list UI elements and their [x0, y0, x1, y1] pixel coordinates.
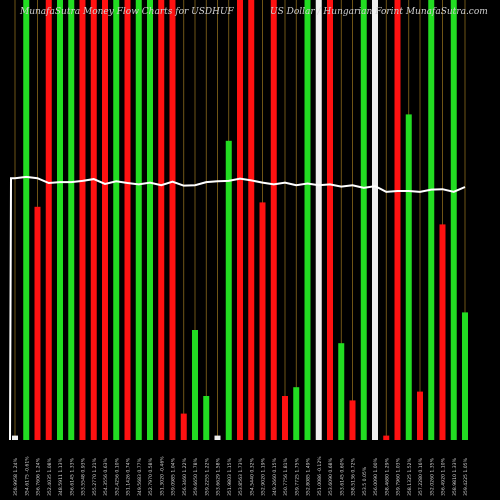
x-tick-label: 358.1325 1.52% — [407, 457, 413, 496]
bar — [124, 0, 131, 440]
bars — [12, 0, 468, 441]
bar — [462, 312, 468, 440]
x-tick-label: 351.3020 -0.46% — [159, 456, 165, 496]
price-line — [9, 175, 466, 441]
x-tick-label: 352.8085 1.49% — [306, 457, 312, 496]
bar — [147, 0, 153, 440]
x-tick-label: 349.2660 0.15% — [272, 457, 278, 496]
x-tick-label: 359.6650 1.78% — [193, 457, 199, 496]
x-tick-label: 349.5683 0.77% — [137, 457, 143, 496]
x-tick-label: 352.9020 1.19% — [261, 457, 267, 496]
x-tick-label: 358.4680 1.29% — [384, 457, 390, 496]
bar — [304, 0, 311, 440]
bar — [169, 0, 176, 440]
bar — [158, 0, 165, 440]
x-tick-label: 353.5 0.05% — [362, 466, 368, 496]
x-tick-label: 359.0985 1.04% — [171, 457, 177, 496]
chart-subtitle: US Dollar / Hungarian Forint MunafaSutra… — [270, 7, 488, 17]
x-tick-label: 359.2255 1.22% — [204, 457, 210, 496]
bar — [270, 0, 277, 440]
x-tick-label: 350.7756 1.81% — [283, 457, 289, 496]
x-tick-label: 348.5911 1.13% — [58, 457, 64, 496]
bar — [383, 435, 390, 440]
bar — [248, 0, 255, 440]
x-tick-label: 355.2770 1.21% — [92, 457, 98, 496]
bar — [372, 0, 378, 440]
x-tick-label: 359.7960 1.03% — [396, 457, 402, 496]
bar — [203, 396, 210, 440]
x-tick-label: 351.1426 0.74% — [126, 457, 132, 496]
bar — [180, 413, 187, 440]
bar — [360, 0, 367, 440]
x-tick-label: 351.0086 -0.12% — [317, 456, 323, 496]
x-tick-label: 356.4920 1.10% — [441, 457, 447, 496]
bar — [428, 0, 435, 440]
bar — [450, 0, 457, 440]
bar — [45, 0, 52, 440]
x-tick-label: 353.6145 0.60% — [339, 457, 345, 496]
x-tick-label: 359.4225 1.05% — [463, 457, 469, 496]
x-tick-label: 352.4035 1.08% — [47, 457, 53, 496]
x-tick-label: 354.6175 -0.61% — [24, 456, 30, 496]
x-tick-label: 356.0090 1.00% — [373, 457, 379, 496]
x-tick-label: 353.8563 1.73% — [238, 457, 244, 496]
bar — [293, 387, 300, 440]
bar — [68, 0, 75, 440]
x-tick-labels: 358.9958 1.24% 354.6175 -0.61% 356.7606 1.… — [13, 456, 469, 496]
bar — [192, 330, 198, 440]
bar — [349, 400, 356, 440]
x-tick-label: 358.9810 1.33% — [452, 457, 458, 496]
x-tick-label: 352.4256 0.10% — [114, 457, 120, 496]
x-tick-label: 356.6145 1.33% — [69, 457, 75, 496]
bar — [57, 0, 63, 440]
bar — [315, 0, 322, 440]
bar — [135, 0, 142, 440]
bar — [282, 396, 288, 440]
bar — [394, 0, 401, 440]
bar — [225, 140, 232, 441]
chart-title: MunafaSutra Money Flow Charts for USDHUF — [20, 7, 234, 17]
x-tick-label: 359.7725 1.75% — [294, 457, 300, 496]
x-tick-label: 354.5440 0.32% — [249, 457, 255, 496]
x-tick-label: 352.0260 1.35% — [429, 457, 435, 496]
bar — [237, 0, 243, 440]
x-tick-label: 353.6629 1.58% — [216, 457, 222, 496]
bar — [79, 0, 86, 440]
bar — [327, 0, 333, 440]
bar — [338, 343, 345, 440]
x-tick-label: 358.5136 0.72% — [351, 457, 357, 496]
x-tick-label: 353.6090 0.68% — [328, 457, 334, 496]
x-tick-label: 352.7970 0.58% — [148, 457, 154, 496]
x-tick-label: 354.3556 0.63% — [103, 457, 109, 496]
x-tick-label: 357.2280 0.16% — [418, 457, 424, 496]
bar — [90, 0, 97, 440]
x-tick-label: 353.5548 0.93% — [81, 457, 87, 496]
x-tick-label: 351.9803 1.15% — [227, 457, 233, 496]
x-tick-label: 358.9958 1.24% — [13, 457, 19, 496]
x-tick-label: 356.3460 1.22% — [182, 457, 188, 496]
bar — [439, 224, 446, 440]
bar — [417, 391, 423, 440]
bar — [214, 435, 221, 440]
bar — [113, 0, 120, 440]
bar — [405, 114, 412, 441]
bar — [12, 435, 18, 440]
bar — [102, 0, 108, 440]
bar — [23, 0, 30, 440]
x-tick-label: 356.7606 1.24% — [36, 457, 42, 496]
bar — [34, 206, 41, 440]
bar — [259, 202, 266, 440]
